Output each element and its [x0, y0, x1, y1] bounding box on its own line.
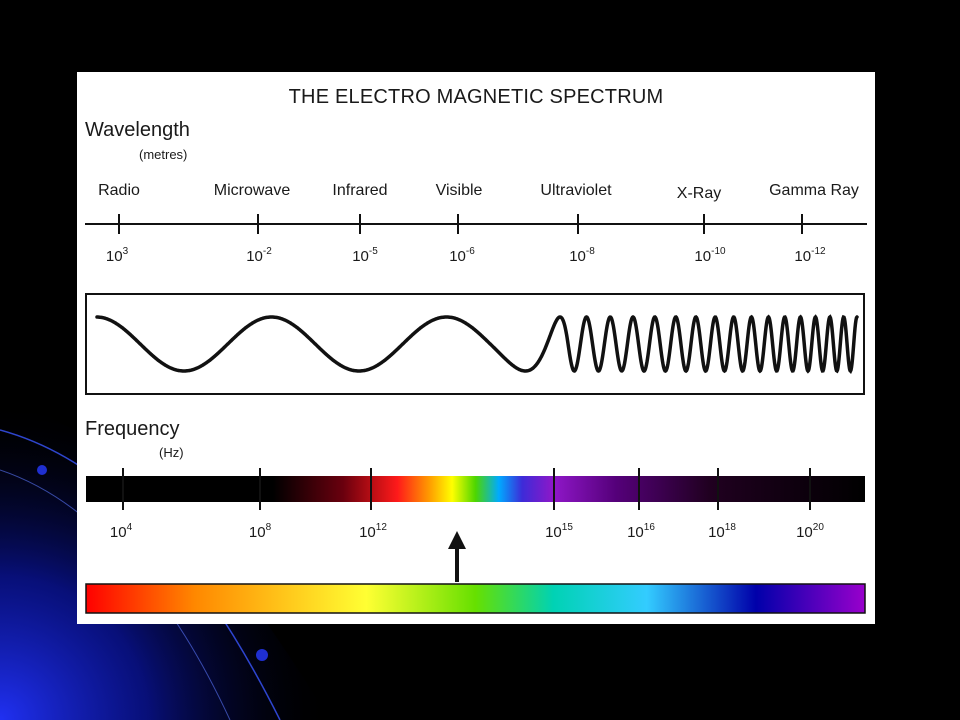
wavelength-tick-label: 10-10 [694, 246, 726, 265]
band-label-ultraviolet: Ultraviolet [540, 182, 612, 199]
frequency-tick-label: 1018 [708, 522, 736, 541]
band-label-radio: Radio [98, 182, 140, 199]
arrow-head [448, 531, 466, 549]
slide-dot [37, 465, 47, 475]
frequency-heading: Frequency [85, 418, 180, 440]
wavelength-heading: Wavelength [85, 119, 190, 141]
frequency-tick-label: 108 [248, 522, 272, 541]
frequency-tick-label: 104 [109, 522, 133, 541]
band-label-x-ray: X-Ray [676, 185, 722, 202]
frequency-unit: (Hz) [159, 445, 184, 460]
wavelength-tick-label: 103 [105, 246, 129, 265]
band-label-microwave: Microwave [213, 182, 291, 199]
visible-spectrum-bar [85, 583, 866, 614]
slide-dot [256, 649, 268, 661]
wavelength-tick-label: 10-8 [569, 246, 595, 265]
band-label-infrared: Infrared [332, 182, 388, 199]
band-label-gamma-ray: Gamma Ray [769, 182, 859, 199]
wavelength-tick-label: 10-5 [352, 246, 378, 265]
diagram-graphics [85, 214, 867, 614]
frequency-tick-label: 1020 [796, 522, 824, 541]
diagram-title: THE ELECTRO MAGNETIC SPECTRUM [288, 86, 664, 108]
wavelength-unit: (metres) [139, 147, 188, 162]
frequency-tick-label: 1016 [627, 522, 655, 541]
spectrum-diagram-panel: THE ELECTRO MAGNETIC SPECTRUM Wavelength… [77, 72, 875, 624]
wavelength-tick-label: 10-2 [246, 246, 272, 265]
band-label-visible: Visible [435, 182, 483, 199]
frequency-bar [86, 476, 865, 502]
frequency-tick-label: 1012 [359, 522, 387, 541]
wavelength-tick-label: 10-6 [449, 246, 475, 265]
wave-box [85, 293, 865, 395]
frequency-tick-label: 1015 [545, 522, 573, 541]
wave-curve [95, 314, 859, 375]
wavelength-tick-label: 10-12 [794, 246, 826, 265]
